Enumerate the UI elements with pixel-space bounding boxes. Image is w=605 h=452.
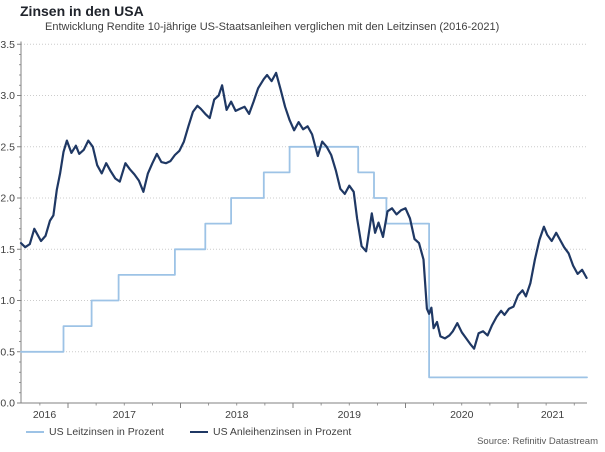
x-tick-label: 2017 — [113, 409, 137, 421]
legend-item-leitzinsen: US Leitzinsen in Prozent — [26, 426, 164, 438]
y-tick-label: 2.5 — [0, 141, 15, 153]
legend-label-leitzinsen: US Leitzinsen in Prozent — [49, 426, 164, 438]
y-tick-label: 2.0 — [0, 193, 15, 205]
legend-item-anleihenzinsen: US Anleihenzinsen in Prozent — [189, 426, 352, 438]
source-credit: Source: Refinitiv Datastream — [477, 436, 598, 447]
chart-title: Zinsen in den USA — [20, 3, 144, 19]
y-tick-label: 3.5 — [0, 39, 15, 51]
x-tick-label: 2021 — [541, 409, 565, 421]
x-tick-label: 2018 — [225, 409, 249, 421]
y-tick-label: 1.0 — [0, 295, 15, 307]
x-tick-label: 2016 — [33, 409, 57, 421]
y-tick-label: 0.5 — [0, 346, 15, 358]
anleihenzinsen-line-swatch — [189, 430, 208, 434]
series-anleihenzinsen — [19, 71, 588, 350]
series-leitzinsen — [20, 145, 588, 379]
legend: US Leitzinsen in Prozent US Anleihenzins… — [26, 426, 351, 438]
chart-subtitle: Entwicklung Rendite 10-jährige US-Staats… — [45, 21, 500, 33]
x-tick-label: 2019 — [338, 409, 362, 421]
y-tick-label: 0.0 — [0, 398, 15, 410]
y-tick-label: 3.0 — [0, 90, 15, 102]
x-tick-label: 2020 — [450, 409, 474, 421]
leitzinsen-line-swatch — [26, 431, 44, 433]
legend-label-anleihenzinsen: US Anleihenzinsen in Prozent — [212, 426, 352, 438]
y-tick-label: 1.5 — [0, 244, 15, 256]
